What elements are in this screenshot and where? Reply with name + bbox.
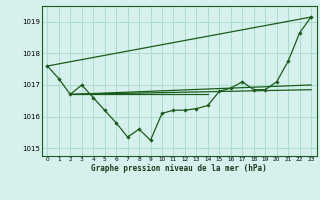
- X-axis label: Graphe pression niveau de la mer (hPa): Graphe pression niveau de la mer (hPa): [91, 164, 267, 173]
